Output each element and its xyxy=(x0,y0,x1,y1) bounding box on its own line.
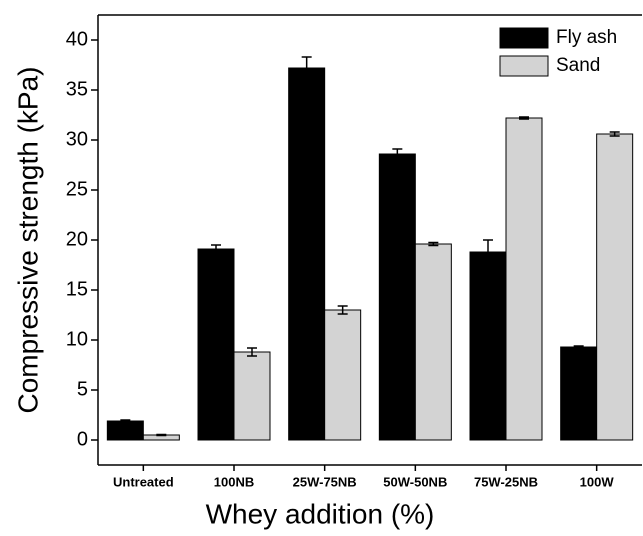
error-bar xyxy=(609,131,620,137)
x-tick-label: 100W xyxy=(580,474,615,489)
error-bar xyxy=(392,148,403,160)
error-bar xyxy=(301,56,312,80)
error-bar xyxy=(573,345,584,349)
bar xyxy=(378,153,416,441)
error-bar xyxy=(337,305,348,315)
x-tick-label: 75W-25NB xyxy=(474,474,538,489)
x-tick-label: 100NB xyxy=(214,474,254,489)
legend-swatch xyxy=(499,55,549,77)
error-bar xyxy=(428,241,439,247)
bar xyxy=(414,243,452,441)
y-tick-label: 15 xyxy=(66,278,88,300)
bar xyxy=(505,117,543,441)
y-tick-label: 25 xyxy=(66,178,88,200)
y-tick-label: 10 xyxy=(66,328,88,350)
y-axis-title: Compressive strength (kPa) xyxy=(12,66,43,413)
bar xyxy=(288,67,326,441)
legend-label: Fly ash xyxy=(556,27,617,48)
error-bar xyxy=(247,347,257,357)
bar xyxy=(596,133,634,441)
error-bar xyxy=(211,244,221,254)
bar xyxy=(469,251,507,441)
x-tick-label: 50W-50NB xyxy=(383,474,447,489)
y-tick-label: 40 xyxy=(66,28,88,50)
bar xyxy=(106,420,144,441)
error-bar xyxy=(120,419,131,423)
y-tick-label: 5 xyxy=(77,378,88,400)
y-tick-label: 0 xyxy=(77,428,88,450)
x-axis-title: Whey addition (%) xyxy=(206,498,435,529)
x-tick-label: Untreated xyxy=(113,474,174,489)
bar xyxy=(560,346,598,441)
error-bar xyxy=(519,116,529,120)
error-bar xyxy=(483,239,493,265)
bar xyxy=(324,309,362,441)
y-tick-label: 35 xyxy=(66,78,88,100)
legend-label: Sand xyxy=(556,55,600,76)
error-bar xyxy=(156,433,167,437)
x-tick-label: 25W-75NB xyxy=(293,474,357,489)
legend-swatch xyxy=(499,27,549,49)
bar xyxy=(233,351,271,441)
bar xyxy=(197,248,235,441)
y-tick-label: 30 xyxy=(66,128,88,150)
y-tick-label: 20 xyxy=(66,228,88,250)
